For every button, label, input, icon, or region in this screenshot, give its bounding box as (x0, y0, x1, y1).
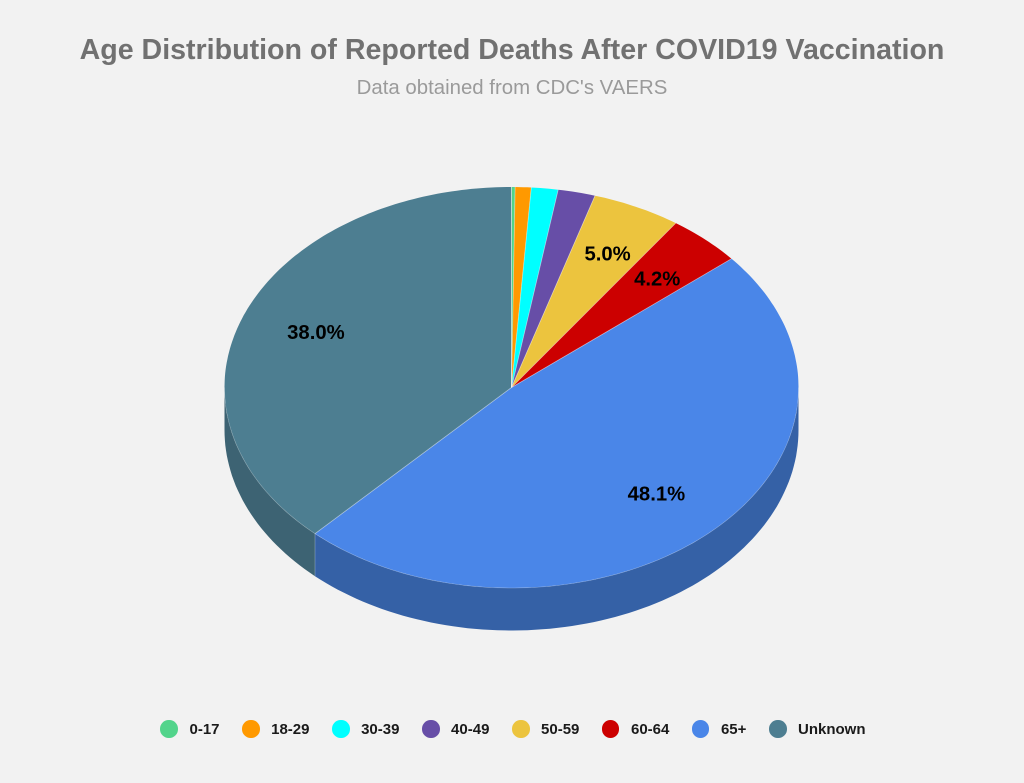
svg-text:48.1%: 48.1% (628, 483, 686, 505)
svg-text:5.0%: 5.0% (584, 243, 630, 265)
svg-text:38.0%: 38.0% (287, 322, 345, 344)
svg-text:4.2%: 4.2% (634, 268, 680, 290)
